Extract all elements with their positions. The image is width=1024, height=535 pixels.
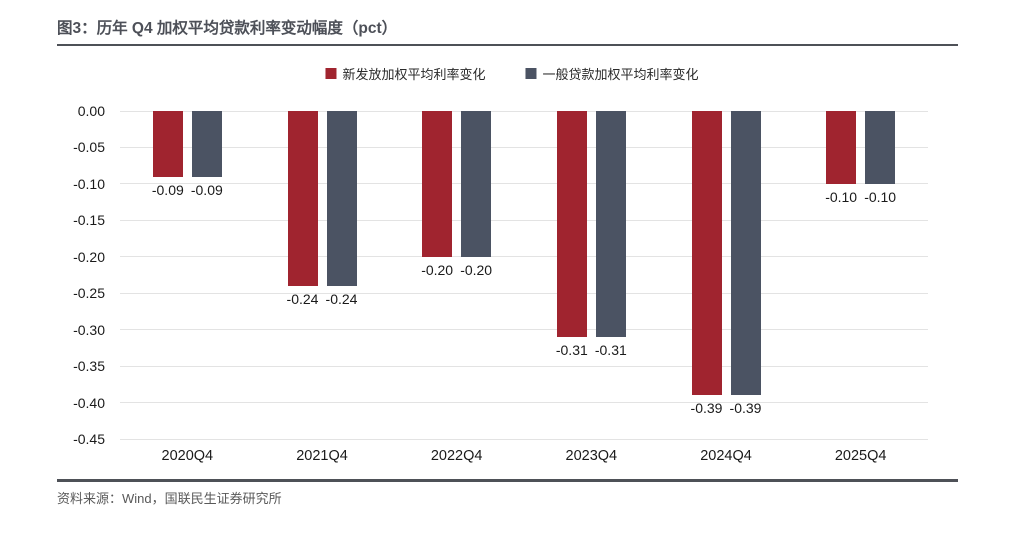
bar xyxy=(191,111,222,177)
source-note: 资料来源：Wind，国联民生证券研究所 xyxy=(57,491,282,506)
bar xyxy=(152,111,183,177)
legend-item-general-loans: 一般贷款加权平均利率变化 xyxy=(525,64,699,83)
bar-value-label: -0.24 xyxy=(286,290,319,307)
bar xyxy=(595,111,626,337)
x-tick-label: 2022Q4 xyxy=(430,448,483,464)
figure-title: 图3：历年 Q4 加权平均贷款利率变动幅度（pct） xyxy=(57,18,958,46)
bar-value-label: -0.31 xyxy=(555,341,588,358)
bar xyxy=(461,111,492,257)
gridline xyxy=(120,402,928,404)
legend-item-new-loans: 新发放加权平均利率变化 xyxy=(325,64,486,83)
y-tick-label: 0.00 xyxy=(77,103,105,119)
y-tick-label: -0.30 xyxy=(73,321,105,338)
footer-divider xyxy=(57,479,958,482)
gridline xyxy=(120,256,928,258)
x-tick-label: 2020Q4 xyxy=(161,448,214,464)
y-tick-label: -0.45 xyxy=(73,431,105,447)
legend-swatch-red-icon xyxy=(325,68,337,79)
x-tick-label: 2021Q4 xyxy=(296,448,348,464)
bar-value-label: -0.20 xyxy=(460,261,493,278)
y-tick-label: -0.10 xyxy=(73,175,105,192)
bar xyxy=(730,111,761,396)
bar-value-label: -0.39 xyxy=(690,400,723,417)
gridline xyxy=(120,438,928,440)
bar xyxy=(691,111,722,396)
gridline xyxy=(120,365,928,367)
x-tick-label: 2023Q4 xyxy=(565,448,618,464)
bar-value-label: -0.24 xyxy=(325,290,358,307)
x-tick-label: 2025Q4 xyxy=(834,448,887,464)
y-tick-label: -0.25 xyxy=(73,285,105,302)
bar xyxy=(865,111,896,184)
gridline xyxy=(120,219,928,221)
y-tick-label: -0.35 xyxy=(73,358,105,375)
bar-value-label: -0.39 xyxy=(729,400,762,417)
bar xyxy=(326,111,357,286)
gridline xyxy=(120,292,928,294)
y-tick-label: -0.15 xyxy=(73,212,105,229)
bar xyxy=(287,111,318,286)
y-tick-label: -0.40 xyxy=(73,394,105,411)
gridline xyxy=(120,110,928,112)
bar xyxy=(422,111,453,257)
bar xyxy=(556,111,587,337)
bar-value-label: -0.09 xyxy=(190,181,223,198)
gridline xyxy=(120,183,928,185)
bar-value-label: -0.10 xyxy=(825,188,858,205)
legend-swatch-gray-icon xyxy=(525,68,537,79)
bar-value-label: -0.31 xyxy=(594,341,627,358)
bar xyxy=(826,111,857,184)
gridline xyxy=(120,146,928,148)
y-tick-label: -0.05 xyxy=(73,139,105,156)
x-tick-label: 2024Q4 xyxy=(700,448,752,464)
legend-label: 一般贷款加权平均利率变化 xyxy=(542,67,699,82)
chart-legend: 新发放加权平均利率变化 一般贷款加权平均利率变化 xyxy=(325,64,699,83)
y-tick-label: -0.20 xyxy=(73,248,105,265)
bar-value-label: -0.10 xyxy=(864,188,897,205)
bar-value-label: -0.09 xyxy=(151,181,184,198)
bar-value-label: -0.20 xyxy=(421,261,454,278)
legend-label: 新发放加权平均利率变化 xyxy=(342,67,486,82)
gridline xyxy=(120,329,928,331)
